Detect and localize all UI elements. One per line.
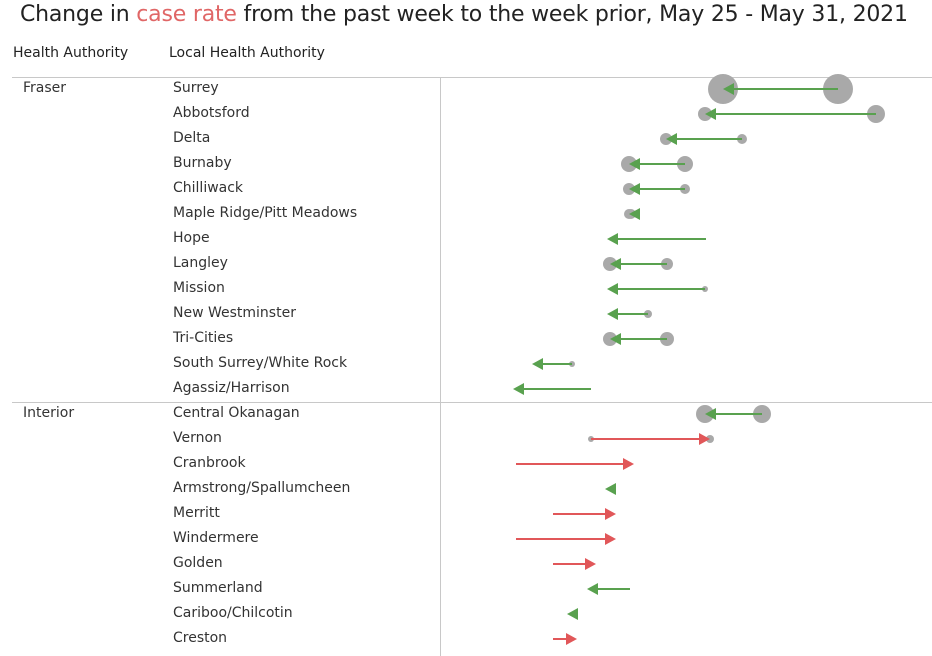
lha-label: Armstrong/Spallumcheen [173,480,351,496]
change-arrow-head [629,183,640,195]
lha-label: Abbotsford [173,105,250,121]
lha-label: South Surrey/White Rock [173,355,348,371]
chart-title: Change in case rate from the past week t… [20,2,908,27]
change-arrow-head [513,383,524,395]
change-arrow-head [607,308,618,320]
change-arrow-head [585,558,596,570]
lha-label: Surrey [173,80,219,96]
lha-label: Agassiz/Harrison [173,380,290,396]
title-highlight: case rate [136,2,237,27]
change-arrow-head [587,583,598,595]
title-prefix: Change in [20,2,137,27]
health-authority-label: Interior [23,405,75,421]
lha-label: Cranbrook [173,455,246,471]
lha-label: Chilliwack [173,180,244,196]
change-arrow-head [705,108,716,120]
lha-label: New Westminster [173,305,296,321]
change-arrow-head [629,158,640,170]
change-arrow-head [607,233,618,245]
change-arrow-head [666,133,677,145]
lha-label: Central Okanagan [173,405,300,421]
group-divider [12,402,932,403]
change-arrow-head [567,608,578,620]
lha-label: Summerland [173,580,263,596]
lha-label: Delta [173,130,211,146]
lha-label: Cariboo/Chilcotin [173,605,293,621]
lha-label: Tri-Cities [173,330,234,346]
change-arrow-head [723,83,734,95]
health-authority-header: Health Authority [13,45,129,61]
lha-label: Mission [173,280,225,296]
lha-label: Windermere [173,530,259,546]
change-arrow-head [610,258,621,270]
change-arrow-head [629,208,640,220]
lha-label: Burnaby [173,155,232,171]
change-arrow-head [605,533,616,545]
lha-label: Vernon [173,430,222,446]
health-authority-label: Fraser [23,80,67,96]
change-arrow-head [705,408,716,420]
plot-left-border [440,77,441,656]
lha-label: Golden [173,555,223,571]
lha-label: Langley [173,255,228,271]
local-health-authority-header: Local Health Authority [169,45,325,61]
change-arrow-head [699,433,710,445]
header-divider [12,77,932,78]
change-arrow-head [610,333,621,345]
change-arrow-head [623,458,634,470]
change-arrow-head [566,633,577,645]
lha-label: Hope [173,230,210,246]
change-arrow-head [605,483,616,495]
lha-label: Maple Ridge/Pitt Meadows [173,205,358,221]
change-arrow-head [532,358,543,370]
lha-label: Creston [173,630,228,646]
change-arrow-head [607,283,618,295]
lha-label: Merritt [173,505,220,521]
title-suffix: from the past week to the week prior, Ma… [236,2,908,27]
change-arrow-head [605,508,616,520]
